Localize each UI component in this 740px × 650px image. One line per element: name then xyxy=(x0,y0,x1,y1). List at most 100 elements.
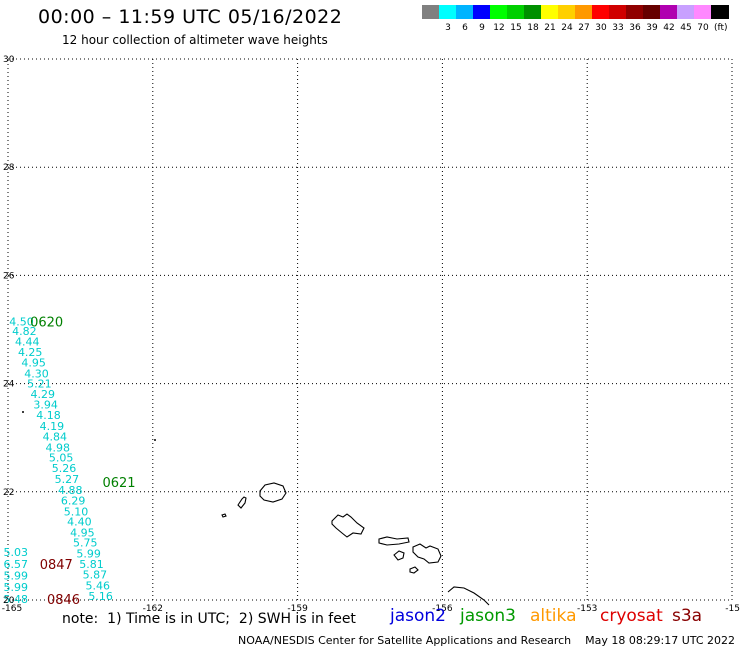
wave-height-label: 4.30 xyxy=(24,367,49,380)
longitude-tick-label: -153 xyxy=(577,604,597,614)
wave-height-label: 5.27 xyxy=(55,473,80,486)
wave-height-label: 5.99 xyxy=(76,547,101,560)
legend-swatch xyxy=(592,5,610,19)
pass-time-label: 0846 xyxy=(47,593,80,608)
legend-swatch xyxy=(694,5,712,19)
lanai-island xyxy=(393,550,405,561)
pass-time-label: 0620 xyxy=(30,315,63,330)
legend-swatch xyxy=(626,5,644,19)
wave-height-label: 5.99 xyxy=(3,581,28,594)
legend-label: 9 xyxy=(479,23,485,33)
legend-swatch xyxy=(439,5,457,19)
legend-swatch xyxy=(677,5,695,19)
wave-height-label: 5.75 xyxy=(73,537,98,550)
wave-height-label: 6.57 xyxy=(3,558,28,571)
wave-height-label: 6.29 xyxy=(61,494,86,507)
legend-label: 70 xyxy=(697,23,709,33)
pass-time-label: 0621 xyxy=(102,476,135,491)
legend-label: 33 xyxy=(612,23,624,33)
wave-height-label: 4.84 xyxy=(43,431,68,444)
wave-height-label: 4.19 xyxy=(40,420,65,433)
legend-label: 30 xyxy=(595,23,607,33)
legend-swatch xyxy=(643,5,661,19)
wave-height-label: 5.87 xyxy=(83,569,108,582)
wave-height-label: 5.05 xyxy=(49,452,74,465)
legend-label: 39 xyxy=(646,23,658,33)
kauai-island xyxy=(237,496,247,509)
legend-swatch xyxy=(524,5,542,19)
wave-height-label: 5.16 xyxy=(88,590,113,603)
longitude-tick-label: -159 xyxy=(287,604,308,614)
latitude-tick-label: 28 xyxy=(3,163,15,173)
wave-height-label: 4.95 xyxy=(70,526,95,539)
hawaiian-islands xyxy=(221,482,490,606)
legend-label: 21 xyxy=(544,23,556,33)
wave-height-label: 5.46 xyxy=(86,579,111,592)
longitude-tick-label: -165 xyxy=(2,604,22,614)
molokai-island xyxy=(378,536,410,546)
legend-label: 42 xyxy=(663,23,675,33)
longitude-tick-label: -156 xyxy=(432,604,453,614)
legend-label: 6 xyxy=(462,23,468,33)
wave-height-label: 5.99 xyxy=(3,570,28,583)
wave-height-label: 4.29 xyxy=(31,388,56,401)
latitude-tick-label: 20 xyxy=(3,596,15,606)
wave-height-label: 4.98 xyxy=(45,441,70,454)
legend-label: 36 xyxy=(629,23,641,33)
legend-swatch xyxy=(422,5,440,19)
wave-height-label: 5.81 xyxy=(79,558,104,571)
longitude-tick-label: -15 xyxy=(725,604,740,614)
wave-height-label: 5.48 xyxy=(3,593,28,606)
legend-label: 12 xyxy=(493,23,505,33)
maui-island xyxy=(412,543,442,564)
legend-label: 18 xyxy=(527,23,539,33)
legend-label: 24 xyxy=(561,23,573,33)
satellite-altika: altika xyxy=(530,606,577,626)
wave-height-label: 5.03 xyxy=(3,546,28,559)
latitude-tick-label: 22 xyxy=(3,488,14,498)
map-frame xyxy=(7,58,733,601)
wave-height-label: 4.88 xyxy=(58,484,83,497)
wave-height-label: 5.26 xyxy=(52,462,77,475)
legend-swatch xyxy=(711,5,729,19)
legend-swatch xyxy=(456,5,474,19)
wave-height-label: 3.94 xyxy=(33,399,58,412)
satellite-s3a: s3a xyxy=(672,606,703,626)
wave-height-label: 4.18 xyxy=(36,409,61,422)
legend-unit: (ft) xyxy=(714,23,728,33)
satellite-cryosat: cryosat xyxy=(600,606,663,626)
page-title: 00:00 – 11:59 UTC 05/16/2022 xyxy=(38,6,343,28)
legend-label: 45 xyxy=(680,23,692,33)
wave-height-label: 4.50 xyxy=(9,315,34,328)
latitude-tick-label: 30 xyxy=(3,55,15,65)
islet-marker xyxy=(22,411,24,413)
wave-height-labels: 4.504.824.444.254.954.305.214.293.944.18… xyxy=(3,315,112,606)
footer-note: note: 1) Time is in UTC; 2) SWH is in fe… xyxy=(62,611,356,627)
legend-swatch xyxy=(507,5,525,19)
legend-label: 27 xyxy=(578,23,590,33)
pass-time-label: 0847 xyxy=(40,558,73,573)
pass-time-labels: 0620 0621 0847 0846 xyxy=(30,315,135,608)
wave-height-label: 4.40 xyxy=(67,516,92,529)
latitude-tick-label: 24 xyxy=(3,380,15,390)
wave-height-label: 5.21 xyxy=(27,378,52,391)
legend-label: 3 xyxy=(445,23,451,33)
satellite-jason2: jason2 xyxy=(390,606,446,626)
longitude-tick-label: -162 xyxy=(143,604,163,614)
satellite-jason3: jason3 xyxy=(460,606,516,626)
legend-swatch xyxy=(558,5,576,19)
legend-swatch xyxy=(575,5,593,19)
legend-swatch xyxy=(473,5,491,19)
wave-height-label: 4.44 xyxy=(15,335,40,348)
oahu-island xyxy=(331,513,365,538)
page-subtitle: 12 hour collection of altimeter wave hei… xyxy=(62,33,328,47)
legend-swatch xyxy=(490,5,508,19)
islet-marker xyxy=(154,439,156,441)
legend-swatch xyxy=(541,5,559,19)
legend-label: 15 xyxy=(510,23,522,33)
wave-height-label: 4.25 xyxy=(18,346,43,359)
map-grid xyxy=(7,58,733,601)
niihau-island xyxy=(221,513,227,518)
hawaii-big-island xyxy=(447,586,490,606)
